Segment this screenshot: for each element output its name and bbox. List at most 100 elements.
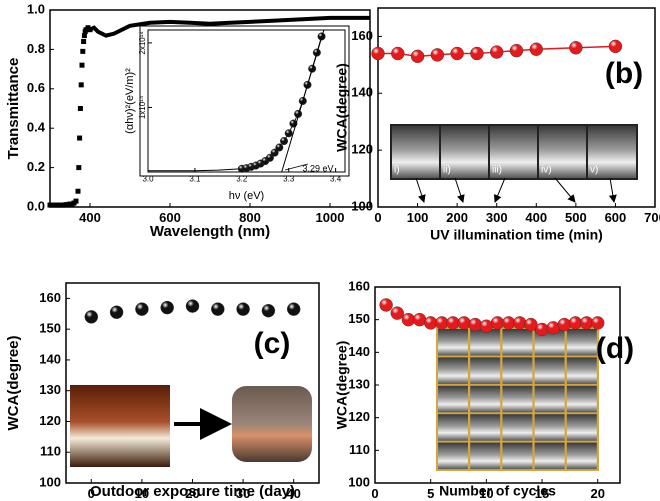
arrow	[454, 177, 465, 203]
arrow	[494, 177, 506, 203]
photo	[438, 442, 468, 470]
photo	[502, 385, 533, 413]
inset-chart: 3.0 3.1 3.2 3.3 3.4 1x10¹⁴ 2x10¹⁴ hν (eV) (αhν)²…	[124, 25, 350, 202]
data-point	[76, 165, 82, 171]
chart: 0 10 20 30 40 100 110 120 130 140 150 160 Outdoor ex…	[5, 282, 320, 501]
arrow	[608, 177, 617, 203]
y-tick-label: 160	[348, 278, 370, 293]
x-tick-label: 400	[525, 210, 547, 225]
photo	[588, 126, 636, 178]
photo	[502, 357, 533, 384]
data-point	[81, 39, 87, 45]
y-tick-label: 100	[348, 474, 370, 489]
y-axis-label: WCA(degree)	[5, 335, 22, 430]
x-tick-label: 40	[286, 486, 300, 501]
inset-photos	[390, 124, 638, 203]
inset-photos	[70, 385, 312, 467]
photo	[470, 442, 501, 470]
x-axis-label: Number of cycles	[439, 483, 556, 499]
x-tick-label: 700	[644, 210, 660, 225]
data-point	[546, 321, 560, 335]
x-tick-label: 300	[486, 210, 508, 225]
y-tick-label: 2x10¹⁴	[138, 31, 147, 55]
data-point	[73, 198, 79, 204]
data-point	[80, 48, 86, 54]
x-tick-label: 15	[535, 486, 549, 501]
x-tick-label: 3.4	[330, 174, 342, 183]
data-point	[77, 106, 83, 111]
x-tick-label: 3.0	[142, 174, 154, 183]
y-tick-label: 110	[40, 444, 61, 459]
photo	[470, 357, 501, 384]
annotation-arrow	[284, 163, 309, 171]
data-point	[211, 302, 225, 316]
photo-label: v)	[590, 165, 598, 176]
data-point	[287, 302, 301, 316]
y-tick-label: 160	[39, 290, 61, 305]
y-tick-label: 140	[351, 85, 373, 100]
photo	[534, 442, 565, 470]
x-tick-label: 800	[239, 210, 261, 225]
data-point	[509, 43, 524, 58]
data-point	[270, 148, 279, 157]
y-tick-label: 1.0	[27, 1, 45, 16]
data-point	[410, 49, 425, 64]
x-tick-label: 100	[407, 210, 429, 225]
photo-label: iv)	[541, 165, 552, 176]
x-tick-label: 3.2	[236, 174, 248, 183]
data-point	[236, 302, 250, 316]
photo	[534, 414, 565, 441]
data-point	[75, 188, 81, 194]
data-point	[513, 316, 527, 330]
data-point	[524, 317, 538, 332]
y-tick-label: 0.6	[27, 80, 45, 95]
photo	[232, 386, 312, 462]
photo	[470, 385, 501, 413]
y-axis-label: WCA(degree)	[334, 63, 350, 152]
photo	[438, 329, 468, 356]
x-tick-label: 3.1	[189, 174, 201, 183]
data-point	[412, 312, 427, 327]
panel-label: (c)	[254, 327, 291, 360]
x-axis-label: UV illumination time (min)	[430, 227, 603, 243]
data-point	[77, 135, 83, 141]
chart: 0100200300400500600700100120140160UV ill…	[334, 7, 660, 243]
y-tick-label: 130	[39, 382, 61, 397]
data-point	[371, 46, 385, 61]
y-tick-label: 130	[348, 376, 370, 391]
data-point	[379, 298, 393, 312]
x-tick-label: 10	[479, 486, 493, 501]
data-point	[591, 316, 605, 330]
data-point	[468, 317, 482, 332]
chart: 400 600 800 1000 0.0 0.2 0.4 0.6 0.8 1.0 Wavelengt…	[5, 1, 371, 240]
x-tick-label: 200	[446, 210, 468, 225]
photo	[566, 357, 597, 384]
y-tick-label: 100	[351, 198, 373, 213]
data-line	[89, 15, 370, 38]
x-tick-label: 10	[135, 486, 149, 501]
arrow	[554, 177, 576, 203]
data-point	[284, 129, 293, 138]
data-point	[79, 62, 85, 68]
data-point	[569, 41, 583, 55]
data-point	[280, 137, 289, 146]
x-tick-label: 500	[565, 210, 587, 225]
data-point	[265, 153, 274, 162]
y-tick-label: 0.2	[27, 159, 45, 174]
x-tick-label: 1000	[316, 210, 345, 225]
photo	[502, 414, 533, 441]
photo	[441, 126, 488, 178]
data-point	[529, 42, 543, 56]
inset-photos	[436, 327, 599, 471]
y-tick-label: 120	[39, 413, 61, 428]
y-tick-label: 150	[39, 321, 61, 336]
data-point	[160, 300, 174, 315]
data-point	[78, 82, 84, 88]
y-axis-label: WCA(degree)	[334, 341, 350, 430]
y-tick-label: 160	[351, 28, 373, 43]
x-tick-label: 3.3	[283, 174, 295, 183]
data-point	[470, 46, 484, 61]
photo	[438, 357, 468, 384]
y-tick-label: 150	[348, 311, 370, 326]
